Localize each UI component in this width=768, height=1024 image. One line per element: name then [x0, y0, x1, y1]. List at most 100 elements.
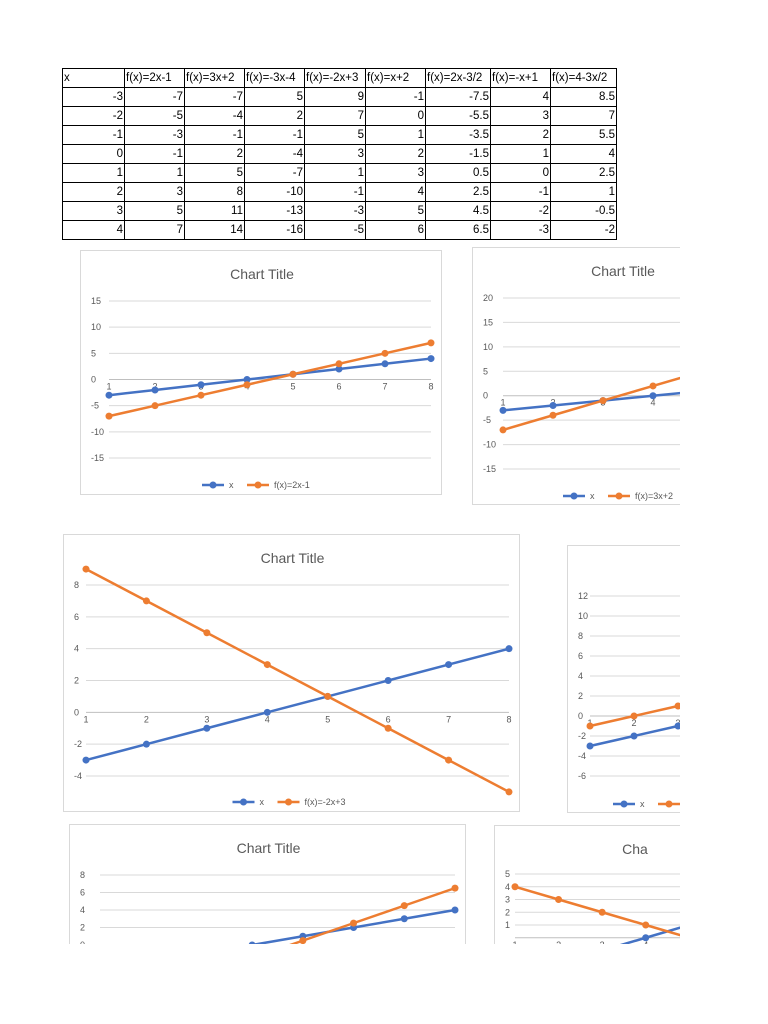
data-point[interactable] [243, 376, 251, 383]
data-point[interactable] [400, 902, 408, 910]
data-point[interactable] [451, 884, 459, 892]
data-point[interactable] [549, 411, 557, 419]
table-cell[interactable]: -2 [550, 220, 617, 240]
header-cell[interactable]: x [62, 68, 125, 88]
table-cell[interactable]: -3.5 [425, 125, 491, 145]
data-point[interactable] [263, 661, 271, 669]
table-cell[interactable]: 14 [184, 220, 245, 240]
table-cell[interactable]: 4 [62, 220, 125, 240]
table-cell[interactable]: 0.5 [425, 163, 491, 183]
table-cell[interactable]: 0 [62, 144, 125, 164]
table-cell[interactable]: -5.5 [425, 106, 491, 126]
chart-3[interactable]: Chart Title -4 -2 0 2 4 6 8 1 2 3 4 5 6 7 8 x f(x)=-2x+3 [63, 534, 520, 812]
table-cell[interactable]: 5 [124, 201, 185, 221]
data-point[interactable] [586, 742, 594, 750]
table-cell[interactable]: -1 [124, 144, 185, 164]
table-cell[interactable]: -1 [304, 182, 366, 202]
chart-4[interactable]: -6-4-202468101212345678xf(x)=x+2 [567, 545, 680, 813]
data-point[interactable] [642, 934, 650, 942]
table-cell[interactable]: 6 [365, 220, 426, 240]
data-point[interactable] [82, 756, 90, 764]
header-cell[interactable]: f(x)=3x+2 [184, 68, 245, 88]
chart-6[interactable]: Cha1234512345678xf(x)=-x+1 [494, 825, 680, 944]
data-point[interactable] [324, 692, 332, 700]
data-point[interactable] [142, 740, 150, 748]
table-cell[interactable]: 6.5 [425, 220, 491, 240]
table-cell[interactable]: 11 [184, 201, 245, 221]
table-cell[interactable]: 1 [62, 163, 125, 183]
data-point[interactable] [151, 402, 159, 410]
data-point[interactable] [555, 896, 563, 903]
table-cell[interactable]: -13 [244, 201, 305, 221]
table-cell[interactable]: -10 [244, 182, 305, 202]
table-cell[interactable]: 7 [550, 106, 617, 126]
data-point[interactable] [505, 788, 513, 796]
table-cell[interactable]: 1 [124, 163, 185, 183]
table-cell[interactable]: -5 [124, 106, 185, 126]
data-point[interactable] [511, 883, 519, 891]
data-point[interactable] [674, 702, 681, 710]
table-cell[interactable]: -3 [490, 220, 551, 240]
table-cell[interactable]: -16 [244, 220, 305, 240]
data-point[interactable] [197, 391, 205, 399]
table-cell[interactable]: 3 [365, 163, 426, 183]
data-point[interactable] [299, 937, 307, 944]
header-cell[interactable]: f(x)=-x+1 [490, 68, 551, 88]
table-cell[interactable]: -0.5 [550, 201, 617, 221]
table-cell[interactable]: 7 [304, 106, 366, 126]
header-cell[interactable]: f(x)=-2x+3 [304, 68, 366, 88]
table-cell[interactable]: -1.5 [425, 144, 491, 164]
data-point[interactable] [105, 391, 113, 399]
table-cell[interactable]: 3 [124, 182, 185, 202]
data-point[interactable] [151, 386, 159, 394]
data-point[interactable] [142, 597, 150, 605]
data-point[interactable] [445, 756, 453, 764]
table-cell[interactable]: 1 [365, 125, 426, 145]
table-cell[interactable]: 5 [244, 87, 305, 107]
table-cell[interactable]: 3 [304, 144, 366, 164]
header-cell[interactable]: f(x)=2x-3/2 [425, 68, 491, 88]
data-point[interactable] [427, 355, 435, 363]
data-point[interactable] [451, 906, 459, 914]
chart-5[interactable]: Chart Title 0 2 4 6 8 1 2 3 4 5 6 7 8 x f(x)=2x-3/2 [69, 824, 466, 944]
table-cell[interactable]: 9 [304, 87, 366, 107]
table-cell[interactable]: 2 [490, 125, 551, 145]
data-point[interactable] [445, 661, 453, 669]
table-cell[interactable]: -1 [184, 125, 245, 145]
data-point[interactable] [674, 722, 681, 730]
data-point[interactable] [289, 370, 297, 378]
table-cell[interactable]: 0 [490, 163, 551, 183]
table-cell[interactable]: -3 [304, 201, 366, 221]
table-cell[interactable]: 2 [184, 144, 245, 164]
data-point[interactable] [642, 921, 650, 929]
data-point[interactable] [630, 732, 638, 740]
table-cell[interactable]: 1 [550, 182, 617, 202]
data-point[interactable] [263, 708, 271, 716]
table-cell[interactable]: -7 [244, 163, 305, 183]
table-cell[interactable]: 5 [365, 201, 426, 221]
table-cell[interactable]: 7 [124, 220, 185, 240]
table-cell[interactable]: 5 [304, 125, 366, 145]
header-cell[interactable]: f(x)=x+2 [365, 68, 426, 88]
data-point[interactable] [384, 724, 392, 732]
table-cell[interactable]: 4.5 [425, 201, 491, 221]
data-point[interactable] [499, 406, 507, 414]
data-point[interactable] [381, 360, 389, 368]
header-cell[interactable]: f(x)=-3x-4 [244, 68, 305, 88]
table-cell[interactable]: 2 [62, 182, 125, 202]
data-point[interactable] [649, 392, 657, 400]
data-point[interactable] [505, 645, 513, 653]
data-point[interactable] [649, 382, 657, 390]
data-point[interactable] [586, 722, 594, 730]
table-cell[interactable]: 4 [365, 182, 426, 202]
table-cell[interactable]: -3 [62, 87, 125, 107]
data-point[interactable] [197, 381, 205, 389]
data-point[interactable] [82, 565, 90, 573]
table-cell[interactable]: -5 [304, 220, 366, 240]
table-cell[interactable]: -2 [490, 201, 551, 221]
table-cell[interactable]: 4 [550, 144, 617, 164]
table-cell[interactable]: -3 [124, 125, 185, 145]
table-cell[interactable]: 1 [304, 163, 366, 183]
data-point[interactable] [203, 724, 211, 732]
table-cell[interactable]: 3 [490, 106, 551, 126]
